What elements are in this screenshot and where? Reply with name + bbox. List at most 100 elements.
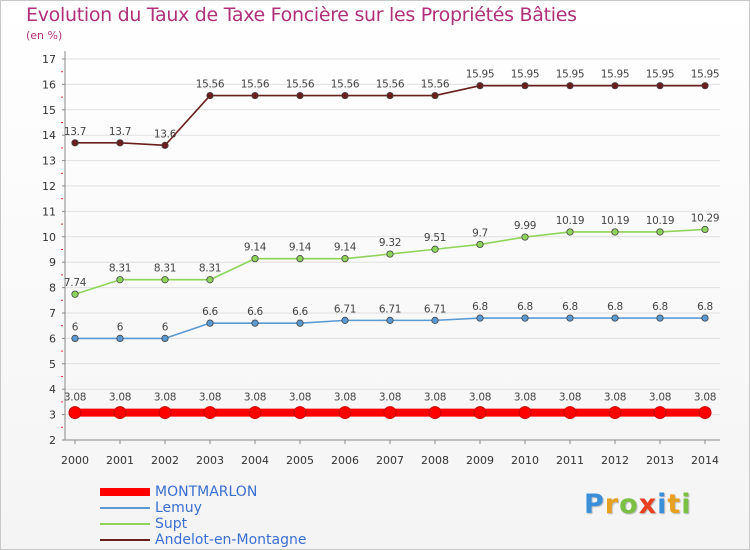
data-point [251,91,259,100]
x-tick-label: 2008 [421,454,449,467]
data-label: 15.95 [511,69,540,81]
data-label: 9.7 [472,227,488,239]
data-label: 6.71 [379,303,401,315]
data-label: 13.7 [109,126,131,138]
legend-swatch [100,507,150,509]
data-label: 9.14 [334,242,357,254]
data-point [473,406,487,420]
data-label: 6 [117,321,124,333]
data-label: 6.6 [292,306,308,318]
y-tick-label: 6 [49,332,56,345]
y-tick-label: 11 [42,205,56,218]
data-point [206,276,214,284]
chart-unit-label: (en %) [26,29,63,42]
data-label: 9.14 [244,242,267,254]
x-tick-label: 2013 [646,454,674,467]
y-tick-label: 7 [49,307,56,320]
x-tick-label: 2003 [196,454,224,467]
data-label: 10.29 [691,212,720,224]
data-point [521,233,529,241]
data-point [251,319,259,327]
data-label: 6.71 [334,303,356,315]
data-point [386,250,394,258]
data-label: 6.8 [517,301,533,313]
data-point [386,91,394,100]
x-tick-label: 2009 [466,454,494,467]
x-tick-label: 2000 [61,454,89,467]
data-label: 6 [72,321,79,333]
data-label: 3.08 [199,392,221,404]
y-tick-label: 9 [49,256,56,269]
data-point [566,228,574,236]
data-label: 3.08 [694,392,716,404]
data-point [563,406,577,420]
legend-swatch [100,539,150,541]
data-point [611,314,619,322]
x-tick-label: 2002 [151,454,179,467]
chart-title: Evolution du Taux de Taxe Foncière sur l… [26,4,577,26]
data-point [296,91,304,100]
data-label: 8.31 [199,263,221,275]
y-tick-label: 2 [49,434,56,447]
data-label: 6.6 [247,306,263,318]
legend-label: Lemuy [155,500,202,516]
data-label: 6.8 [652,301,668,313]
data-point [566,314,574,322]
data-label: 15.95 [601,69,630,81]
data-point [206,319,214,327]
data-label: 6.8 [472,301,488,313]
legend-label: MONTMARLON [155,484,258,500]
data-label: 9.99 [514,220,536,232]
data-point [608,406,622,420]
y-tick-label: 13 [42,155,56,168]
x-tick-label: 2010 [511,454,539,467]
data-point [476,240,484,249]
data-label: 10.19 [556,215,585,227]
data-point [158,406,172,420]
data-point [431,245,439,253]
data-label: 6 [162,321,169,333]
logo-letter: t [667,489,682,520]
data-point [521,82,529,90]
data-label: 15.95 [646,69,675,81]
x-tick-label: 2004 [241,454,269,467]
data-point [701,82,709,90]
proxiti-logo: Proxiti [584,489,692,520]
data-label: 3.08 [604,392,626,404]
data-label: 6.6 [202,306,218,318]
data-point [428,406,442,420]
data-point [656,82,664,90]
logo-letter: r [604,489,620,520]
data-point [701,314,709,322]
y-tick-label: 12 [42,180,56,193]
data-label: 3.08 [289,392,311,404]
data-label: 8.31 [109,263,131,275]
y-tick-label: 17 [42,53,56,66]
data-label: 15.56 [421,79,450,91]
logo-letter: P [584,489,605,520]
x-tick-label: 2007 [376,454,404,467]
data-point [341,316,349,324]
data-point [611,82,619,90]
data-label: 9.14 [289,242,312,254]
data-label: 9.51 [424,232,446,244]
data-label: 10.19 [601,215,630,227]
data-label: 15.56 [286,79,315,91]
legend-swatch [100,523,150,525]
data-label: 3.08 [469,392,491,404]
data-point [701,225,709,234]
data-label: 6.8 [607,301,623,313]
data-label: 6.71 [424,303,446,315]
data-label: 13.7 [64,126,86,138]
data-point [251,255,259,263]
data-point [611,228,619,236]
data-point [161,334,169,342]
y-tick-label: 8 [49,282,56,295]
data-point [71,290,79,298]
y-tick-label: 14 [42,129,56,142]
legend-label: Supt [155,516,188,532]
data-label: 3.08 [424,392,446,404]
legend-swatch [100,488,150,496]
